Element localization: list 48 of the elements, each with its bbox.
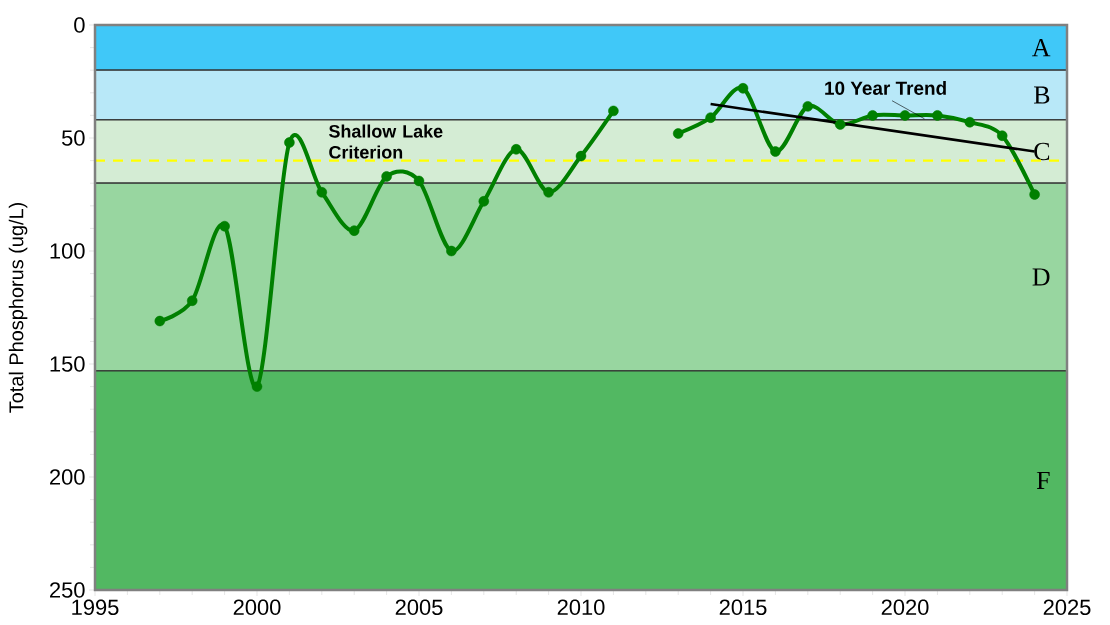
point — [186, 295, 198, 306]
band-label: D — [1032, 268, 1050, 286]
point — [478, 196, 490, 207]
y-tick-label: 50 — [61, 130, 85, 146]
y-tick-label: 0 — [74, 17, 85, 33]
point — [867, 110, 878, 121]
x-tick-label: 2000 — [233, 599, 281, 616]
point — [413, 175, 425, 187]
point — [510, 144, 522, 155]
x-tick-label: 2025 — [1043, 599, 1091, 616]
point — [316, 187, 328, 198]
point — [932, 110, 943, 121]
point — [802, 101, 814, 112]
x-tick-label: 2005 — [395, 599, 443, 616]
point — [737, 83, 749, 94]
point — [964, 116, 976, 128]
band-label: C — [1034, 142, 1050, 161]
point — [251, 381, 263, 392]
x-tick-label: 2020 — [881, 599, 929, 616]
point — [1029, 189, 1040, 200]
point — [284, 137, 295, 148]
point — [154, 315, 166, 327]
point — [705, 112, 716, 123]
point — [770, 146, 781, 157]
point — [834, 119, 846, 130]
point — [543, 187, 554, 198]
point — [996, 130, 1008, 141]
point — [672, 128, 684, 139]
point — [348, 225, 360, 236]
point — [446, 245, 457, 257]
ref-line-label: Shallow Lake Criterion — [329, 124, 443, 159]
y-tick-label: 250 — [50, 582, 85, 598]
y-tick-label: 200 — [50, 469, 85, 485]
x-tick-label: 1995 — [72, 599, 119, 616]
x-tick-label: 2015 — [719, 599, 767, 616]
series-label: 10 Year Trend — [825, 81, 946, 95]
y-tick-label: 150 — [50, 356, 85, 372]
point — [381, 171, 392, 182]
point — [575, 150, 587, 162]
band-label: A — [1032, 39, 1051, 57]
y-axis-title: Total Phosphorus (ug/L) — [8, 203, 28, 413]
band-label: F — [1036, 471, 1050, 489]
point — [219, 220, 230, 232]
band-label: B — [1034, 86, 1050, 104]
point — [608, 105, 619, 117]
point — [899, 110, 911, 121]
x-tick-label: 2010 — [557, 599, 605, 616]
y-tick-label: 100 — [50, 243, 85, 259]
